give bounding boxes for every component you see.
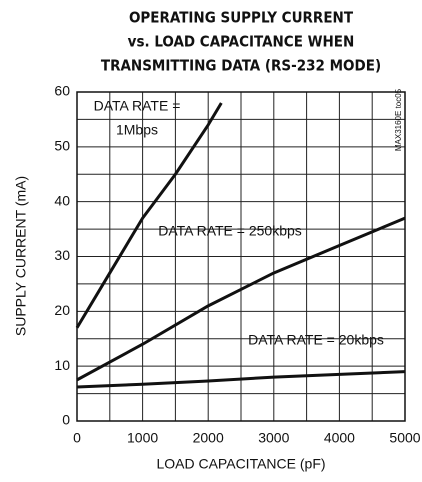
annotation: DATA RATE = 20kbps <box>248 332 384 348</box>
y-tick-label: 50 <box>54 138 70 154</box>
x-axis-label: LOAD CAPACITANCE (pF) <box>156 456 325 472</box>
y-tick-label: 20 <box>54 302 70 318</box>
x-tick-label: 1000 <box>127 430 158 446</box>
annotation: 1Mbps <box>116 122 158 138</box>
plot-frame <box>76 91 406 422</box>
annotation: MAX3160E toc05 <box>394 88 403 151</box>
annotation: DATA RATE = 250kbps <box>158 223 302 239</box>
x-tick-label: 2000 <box>193 430 224 446</box>
x-tick-label: 0 <box>73 430 81 446</box>
x-tick-label: 3000 <box>258 430 289 446</box>
annotation: DATA RATE = <box>94 98 181 114</box>
y-tick-label: 40 <box>54 192 70 208</box>
y-tick-label: 10 <box>54 357 70 373</box>
y-tick-label: 60 <box>54 83 70 99</box>
y-tick-label: 0 <box>62 412 70 428</box>
chart-title: TRANSMITTING DATA (RS-232 MODE) <box>101 57 381 75</box>
x-tick-label: 4000 <box>324 430 355 446</box>
y-axis-label: SUPPLY CURRENT (mA) <box>13 176 29 336</box>
x-tick-label: 5000 <box>389 430 420 446</box>
chart-title: OPERATING SUPPLY CURRENT <box>129 9 354 27</box>
data-line <box>75 102 223 329</box>
chart-title: vs. LOAD CAPACITANCE WHEN <box>128 33 355 51</box>
y-tick-label: 30 <box>54 247 70 263</box>
data-line <box>76 370 406 389</box>
data-line <box>76 216 406 382</box>
